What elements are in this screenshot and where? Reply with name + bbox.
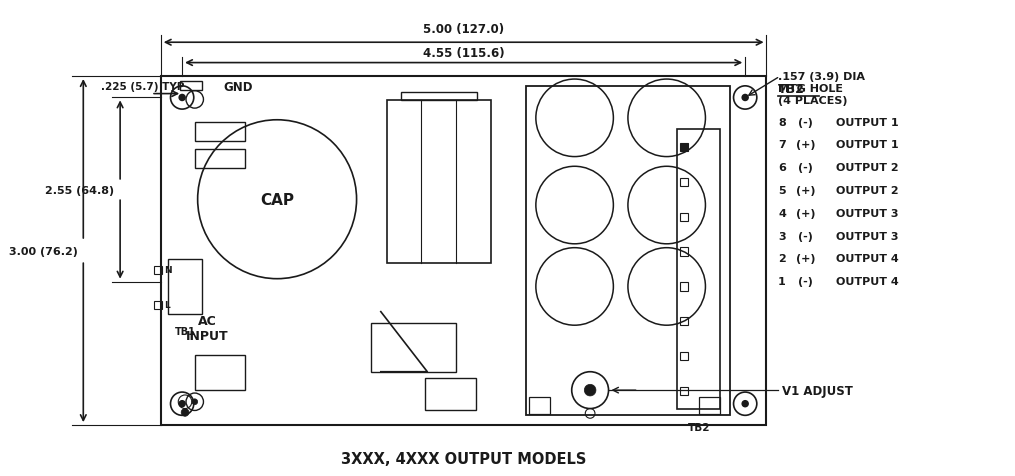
Bar [680,248,688,256]
Bar [680,178,688,187]
Bar [698,397,720,415]
Bar [680,213,688,221]
Bar [680,283,688,291]
Bar [526,87,730,416]
Bar [680,317,688,326]
Text: CAP: CAP [260,192,294,207]
Text: 3: 3 [779,231,786,241]
Bar [387,101,491,264]
Text: (-): (-) [798,118,813,128]
Text: 2: 2 [779,254,786,264]
Bar [195,356,246,390]
Text: (+): (+) [796,140,815,150]
Text: 2.55 (64.8): 2.55 (64.8) [46,185,115,195]
Circle shape [742,401,748,407]
Text: TB2: TB2 [687,422,709,432]
Text: OUTPUT 4: OUTPUT 4 [836,277,899,287]
Text: 5.00 (127.0): 5.00 (127.0) [423,23,504,36]
Circle shape [585,385,596,396]
Text: V1 ADJUST: V1 ADJUST [782,384,853,397]
Text: 4: 4 [779,208,786,218]
Text: (+): (+) [796,208,815,218]
Bar [181,82,202,90]
Text: 3XXX, 4XXX OUTPUT MODELS: 3XXX, 4XXX OUTPUT MODELS [341,451,587,466]
Text: OUTPUT 1: OUTPUT 1 [836,140,899,150]
Bar [680,352,688,361]
Bar [160,77,766,425]
Text: OUTPUT 4: OUTPUT 4 [836,254,899,264]
Bar [195,149,246,169]
Text: OUTPUT 3: OUTPUT 3 [836,208,898,218]
Bar [425,378,476,411]
Text: 6: 6 [779,163,786,173]
Text: (+): (+) [796,186,815,196]
Circle shape [181,409,189,416]
Text: L: L [163,301,170,310]
Bar [154,301,161,309]
Text: 7: 7 [779,140,786,150]
Text: GND: GND [224,81,254,94]
Text: OUTPUT 2: OUTPUT 2 [836,186,899,196]
Circle shape [180,401,185,407]
Bar [680,143,688,152]
Text: OUTPUT 1: OUTPUT 1 [836,118,899,128]
Text: 8: 8 [779,118,786,128]
Text: (+): (+) [796,254,815,264]
Bar [167,260,202,314]
Text: TB2: TB2 [779,82,805,95]
Circle shape [742,95,748,101]
Text: 3.00 (76.2): 3.00 (76.2) [8,246,77,256]
Text: .157 (3.9) DIA
MTG HOLE
(4 PLACES): .157 (3.9) DIA MTG HOLE (4 PLACES) [779,72,865,105]
Bar [680,387,688,396]
Text: AC
INPUT: AC INPUT [186,315,228,342]
Text: (-): (-) [798,231,813,241]
Circle shape [192,399,198,405]
Text: (-): (-) [798,277,813,287]
Bar [401,92,477,101]
Text: OUTPUT 3: OUTPUT 3 [836,231,898,241]
Text: N: N [163,266,172,275]
Bar [371,324,457,372]
Text: 5: 5 [779,186,786,196]
Circle shape [180,95,185,101]
Text: .225 (5.7) TYP: .225 (5.7) TYP [100,82,184,92]
Bar [529,397,550,415]
Bar [677,130,720,409]
Text: (-): (-) [798,163,813,173]
Bar [195,122,246,142]
Text: 1: 1 [779,277,786,287]
Text: TB1: TB1 [175,327,196,337]
Text: OUTPUT 2: OUTPUT 2 [836,163,899,173]
Bar [154,267,161,274]
Text: 4.55 (115.6): 4.55 (115.6) [423,47,504,60]
